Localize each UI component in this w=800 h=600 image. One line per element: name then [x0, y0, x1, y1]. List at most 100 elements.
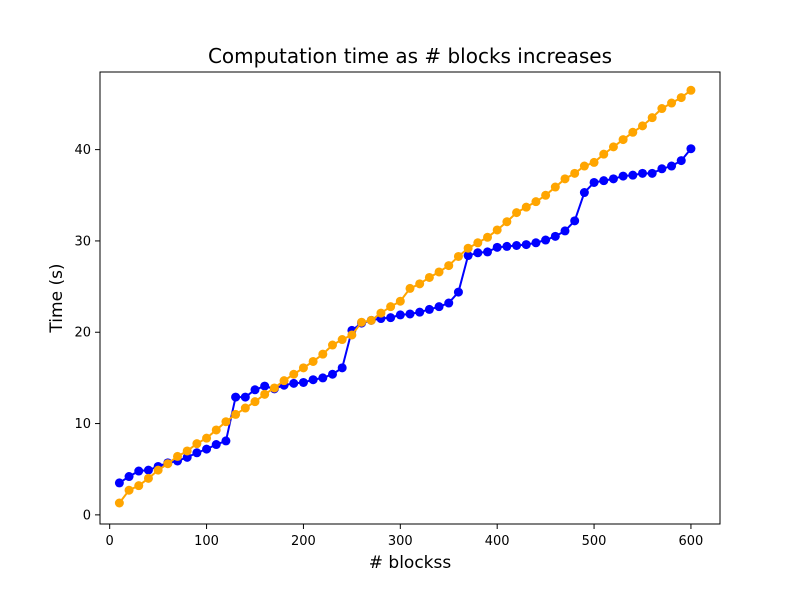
data-point	[192, 439, 202, 449]
data-point	[202, 444, 212, 454]
data-point	[405, 309, 415, 319]
data-point	[676, 93, 686, 103]
y-axis: 0 10 20 30 40	[74, 143, 100, 523]
data-point	[269, 383, 279, 393]
y-tick-label: 40	[74, 143, 91, 158]
data-point	[657, 164, 667, 174]
y-tick-label: 20	[74, 326, 91, 341]
data-point	[618, 135, 628, 145]
data-point	[250, 385, 260, 395]
data-point	[192, 448, 202, 458]
data-point	[260, 389, 270, 399]
data-point	[395, 296, 405, 306]
data-point	[337, 363, 347, 373]
data-point	[240, 403, 250, 413]
data-point	[153, 465, 163, 475]
data-point	[308, 356, 318, 366]
data-point	[231, 392, 241, 402]
x-tick-label: 100	[194, 534, 219, 549]
data-point	[686, 144, 696, 154]
data-point	[473, 248, 483, 258]
data-point	[521, 240, 531, 250]
data-point	[647, 168, 657, 178]
data-point	[483, 232, 492, 242]
x-tick-label: 200	[291, 534, 316, 549]
data-point	[541, 235, 551, 245]
data-point	[289, 369, 299, 379]
data-point	[424, 272, 434, 282]
data-point	[434, 267, 444, 277]
data-point	[318, 349, 328, 359]
chart-title: Computation time as # blocks increases	[208, 44, 612, 68]
data-point	[444, 261, 454, 271]
y-tick-label: 0	[83, 508, 91, 523]
data-point	[231, 409, 241, 419]
x-axis: 0 100 200 300 400 500 600	[106, 524, 703, 549]
data-point	[473, 238, 483, 248]
data-point	[570, 216, 580, 226]
data-point	[618, 171, 628, 181]
data-point	[221, 436, 231, 446]
data-point	[337, 335, 347, 345]
data-point	[579, 161, 589, 171]
data-point	[143, 473, 153, 483]
data-point	[279, 376, 289, 386]
data-point	[531, 238, 541, 248]
data-point	[453, 287, 463, 297]
data-point	[289, 378, 299, 388]
data-point	[134, 481, 144, 491]
data-point	[328, 340, 337, 350]
data-point	[599, 149, 609, 159]
data-point	[608, 142, 618, 152]
data-point	[492, 225, 502, 235]
series-layer	[114, 85, 696, 508]
data-point	[318, 373, 328, 383]
data-point	[260, 381, 270, 391]
x-tick-label: 400	[485, 534, 510, 549]
data-point	[386, 313, 396, 323]
data-point	[638, 168, 647, 178]
data-point	[502, 241, 512, 251]
data-point	[599, 176, 609, 186]
data-point	[512, 208, 522, 218]
plot-frame	[99, 71, 721, 525]
data-point	[550, 182, 560, 192]
data-point	[657, 104, 667, 114]
data-point	[250, 397, 260, 407]
data-point	[502, 217, 512, 227]
data-point	[521, 202, 531, 212]
data-point	[182, 446, 192, 456]
data-point	[211, 425, 221, 435]
data-point	[114, 498, 124, 508]
series-2	[114, 85, 696, 508]
data-point	[114, 478, 124, 488]
data-point	[570, 168, 580, 178]
data-point	[357, 317, 367, 327]
data-point	[405, 283, 415, 293]
data-point	[143, 465, 153, 475]
data-point	[667, 161, 677, 171]
data-point	[415, 307, 425, 317]
data-point	[550, 231, 560, 241]
data-point	[415, 279, 425, 289]
data-point	[202, 433, 212, 443]
data-point	[298, 377, 308, 387]
data-point	[492, 242, 502, 252]
x-tick-label: 500	[582, 534, 607, 549]
data-point	[240, 392, 250, 402]
x-axis-title: # blockss	[369, 553, 452, 573]
data-point	[531, 197, 541, 207]
y-tick-label: 10	[74, 417, 91, 432]
data-point	[134, 466, 144, 476]
data-point	[589, 157, 599, 167]
x-tick-label: 0	[106, 534, 114, 549]
data-point	[512, 240, 522, 250]
data-point	[483, 247, 492, 257]
data-point	[424, 304, 434, 314]
data-point	[676, 156, 686, 166]
data-point	[589, 177, 599, 187]
data-point	[628, 127, 638, 137]
data-point	[163, 459, 173, 469]
data-point	[444, 298, 454, 308]
